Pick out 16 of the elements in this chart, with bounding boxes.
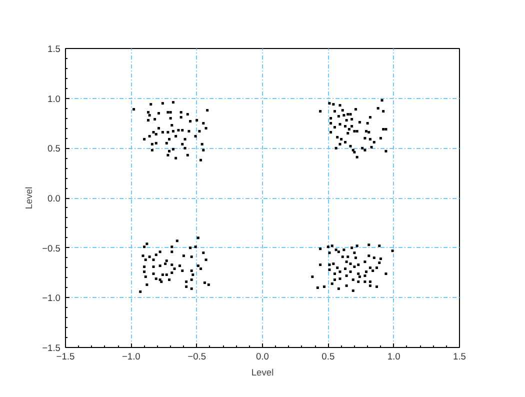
x-axis-title: Level [251, 368, 274, 378]
x-tick-label: 0.5 [322, 352, 335, 362]
y-axis-title: Level [24, 186, 34, 210]
y-tick-label: 1.5 [48, 44, 60, 54]
x-tick-label: 1.5 [453, 352, 466, 362]
y-tick-label: 0.0 [48, 194, 60, 204]
x-tick-label: −1.0 [122, 352, 140, 362]
y-tick-label: −1.0 [42, 293, 61, 304]
x-tick-label: 1.0 [387, 352, 400, 362]
x-tick-label: −0.5 [188, 352, 206, 362]
y-tick-label: 1.0 [48, 94, 60, 104]
y-tick-label: −0.5 [42, 243, 61, 254]
x-tick-label: −1.5 [56, 352, 75, 362]
x-tick-label: 0.0 [256, 352, 269, 362]
y-tick-label: −1.5 [42, 343, 61, 353]
y-tick-label: 0.5 [48, 144, 60, 154]
